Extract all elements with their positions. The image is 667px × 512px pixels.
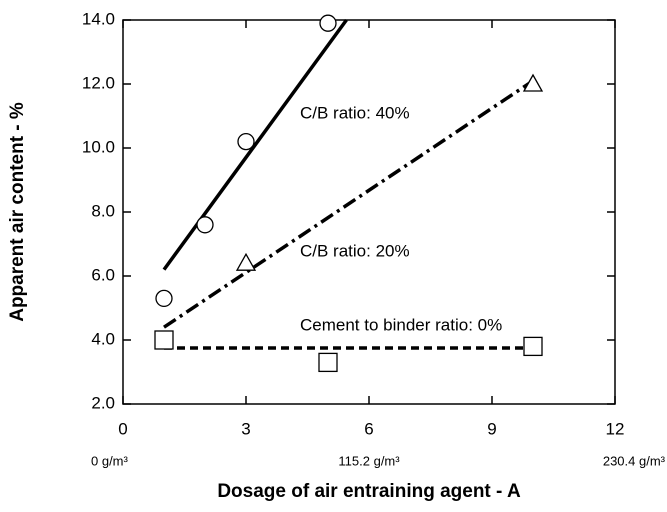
- y-tick-label: 4.0: [91, 329, 115, 348]
- x2-tick-label: 0 g/m³: [91, 453, 129, 468]
- x2-tick-label: 230.4 g/m³: [603, 453, 666, 468]
- point-square: [154, 330, 174, 350]
- x-tick-label: 3: [241, 419, 250, 438]
- y-tick-label: 10.0: [82, 137, 115, 156]
- point-triangle: [522, 73, 544, 92]
- annotation: C/B ratio: 20%: [300, 241, 410, 260]
- y-tick-label: 12.0: [82, 73, 115, 92]
- annotation: Cement to binder ratio: 0%: [300, 315, 502, 334]
- x-tick-label: 9: [487, 419, 496, 438]
- x-tick-label: 0: [118, 419, 127, 438]
- point-circle: [319, 14, 337, 32]
- point-triangle: [235, 252, 257, 271]
- y-tick-label: 2.0: [91, 393, 115, 412]
- y-tick-label: 8.0: [91, 201, 115, 220]
- x-tick-label: 12: [606, 419, 625, 438]
- annotation: C/B ratio: 40%: [300, 103, 410, 122]
- x2-tick-label: 115.2 g/m³: [338, 453, 400, 468]
- point-square: [523, 336, 543, 357]
- fit-line: [163, 79, 534, 329]
- point-circle: [155, 289, 173, 308]
- fit-line: [162, 18, 348, 271]
- point-circle: [196, 216, 214, 234]
- x-axis-label: Dosage of air entraining agent - A: [217, 481, 521, 502]
- y-axis-label: Apparent air content - %: [7, 102, 28, 322]
- y-tick-label: 6.0: [91, 265, 115, 284]
- point-square: [318, 352, 338, 373]
- y-tick-label: 14.0: [82, 9, 115, 28]
- x-tick-label: 6: [364, 419, 373, 438]
- point-circle: [237, 132, 255, 151]
